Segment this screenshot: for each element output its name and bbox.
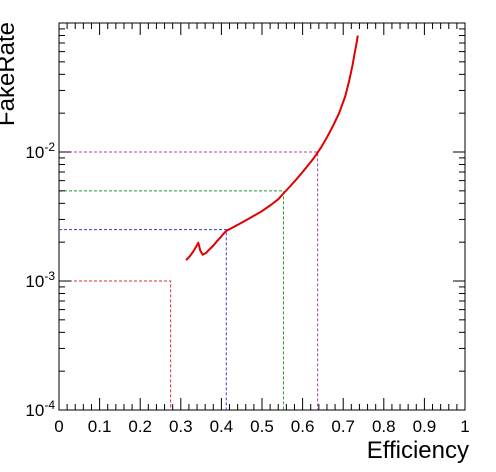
y-tick-label: 10-2 xyxy=(25,140,55,162)
x-tick-label: 0.6 xyxy=(291,417,315,436)
plot-frame xyxy=(58,22,466,411)
reference-line-1 xyxy=(59,229,227,410)
x-tick-label: 0.4 xyxy=(210,417,234,436)
x-tick-label: 0.7 xyxy=(331,417,355,436)
x-axis-ticks: 0 0.1 0.2 0.3 0.4 0.5 0.6 0.7 0.8 0.9 1 xyxy=(54,23,470,436)
x-tick-label: 0.1 xyxy=(88,417,112,436)
x-tick-label: 0.2 xyxy=(128,417,152,436)
x-tick-label: 0.3 xyxy=(169,417,193,436)
x-tick-label: 0.9 xyxy=(413,417,437,436)
y-axis-ticks: 10-4 10-3 10-2 xyxy=(25,28,465,420)
reference-lines xyxy=(59,151,319,410)
series-line-0 xyxy=(185,35,359,261)
x-tick-label: 1 xyxy=(460,417,469,436)
reference-line-3 xyxy=(59,151,319,410)
y-tick-label: 10-3 xyxy=(25,269,55,291)
x-tick-label: 0.8 xyxy=(372,417,396,436)
series-layer xyxy=(185,35,359,261)
y-axis-label: FakeRate xyxy=(0,22,20,126)
x-tick-label: 0 xyxy=(54,417,63,436)
x-axis-label: Efficiency xyxy=(367,437,469,464)
x-tick-label: 0.5 xyxy=(250,417,274,436)
reference-line-2 xyxy=(59,190,285,410)
y-tick-label: 10-4 xyxy=(25,398,55,420)
reference-line-0 xyxy=(59,280,172,410)
